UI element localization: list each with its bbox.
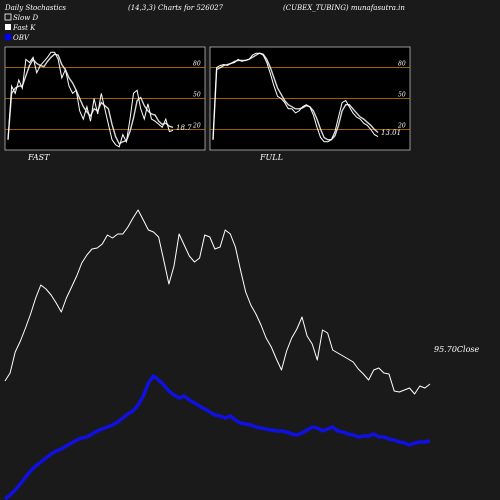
price-obv-chart: [3, 209, 431, 500]
header-right: (CUBEX_TUBING) munafasutra.in: [283, 4, 405, 12]
y-tick-label: 50: [193, 92, 201, 99]
legend-label-obv: OBV: [13, 34, 30, 42]
last-value-label: 18.7: [176, 124, 192, 132]
y-tick-label: 20: [192, 122, 201, 129]
series-line-slow-d: [7, 53, 174, 145]
last-value-label: 13.01: [381, 129, 401, 137]
header-left: Daily Stochastics: [4, 4, 66, 12]
fast-panel-title: FAST: [27, 153, 50, 162]
legend-swatch-fast-k: [5, 24, 11, 30]
close-price-line: [4, 209, 431, 395]
close-value-label: 95.70Close: [434, 345, 480, 354]
legend-label-slow-d: Slow D: [13, 14, 38, 22]
legend-swatch-obv: [5, 34, 11, 40]
series-line-fast-k: [7, 51, 174, 148]
header-params: (14,3,3) Charts for 526027: [128, 4, 224, 12]
legend-label-fast-k: Fast K: [12, 24, 36, 32]
y-tick-label: 20: [397, 122, 406, 129]
y-tick-label: 80: [193, 61, 201, 68]
series-line-slow-d: [212, 52, 379, 141]
fast-stochastic-panel: 20 50 80 18.7: [4, 46, 206, 151]
obv-line: [3, 374, 431, 500]
y-tick-label: 50: [398, 92, 406, 99]
full-stochastic-panel: 20 50 80 13.01: [209, 46, 411, 151]
y-tick-label: 80: [398, 61, 406, 68]
legend-swatch-slow-d: [4, 13, 12, 21]
full-panel-title: FULL: [259, 153, 283, 162]
